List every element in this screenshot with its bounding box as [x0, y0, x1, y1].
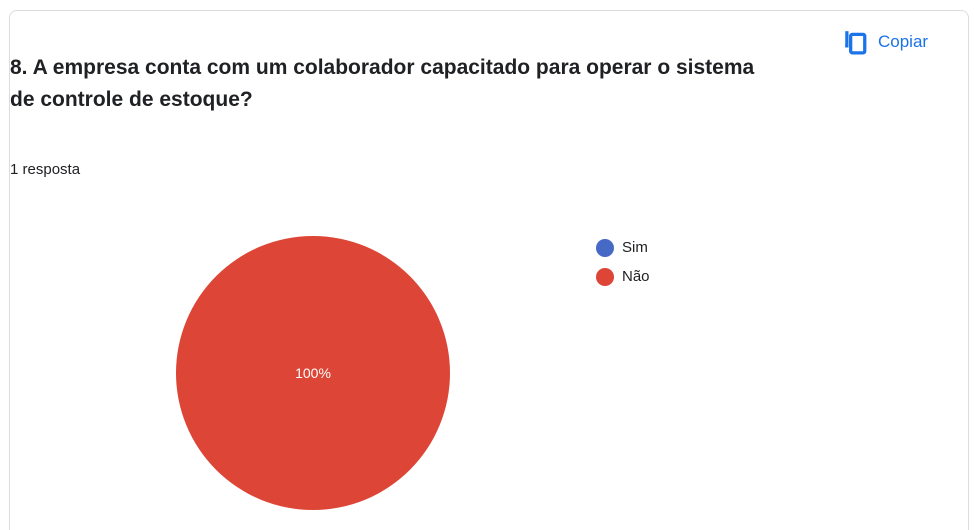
legend-swatch-sim — [596, 238, 614, 257]
legend-label-n-o: Não — [622, 268, 650, 285]
legend-item-n-o[interactable]: Não — [596, 262, 650, 291]
legend-swatch-n-o — [596, 267, 614, 286]
pie-slice-n-o-label: 100% — [295, 365, 331, 381]
pie-slice-n-o[interactable] — [176, 236, 450, 510]
copy-icon — [845, 31, 867, 55]
legend-item-sim[interactable]: Sim — [596, 233, 650, 262]
response-count: 1 resposta — [10, 161, 81, 178]
legend-label-sim: Sim — [622, 239, 648, 256]
pie-chart: 100% — [176, 236, 450, 510]
chart-legend: Sim Não — [596, 233, 650, 291]
copy-button[interactable]: Copiar — [842, 26, 928, 58]
question-card — [9, 10, 969, 530]
question-title: 8. A empresa conta com um colaborador ca… — [10, 56, 755, 111]
copy-label: Copiar — [878, 32, 929, 51]
